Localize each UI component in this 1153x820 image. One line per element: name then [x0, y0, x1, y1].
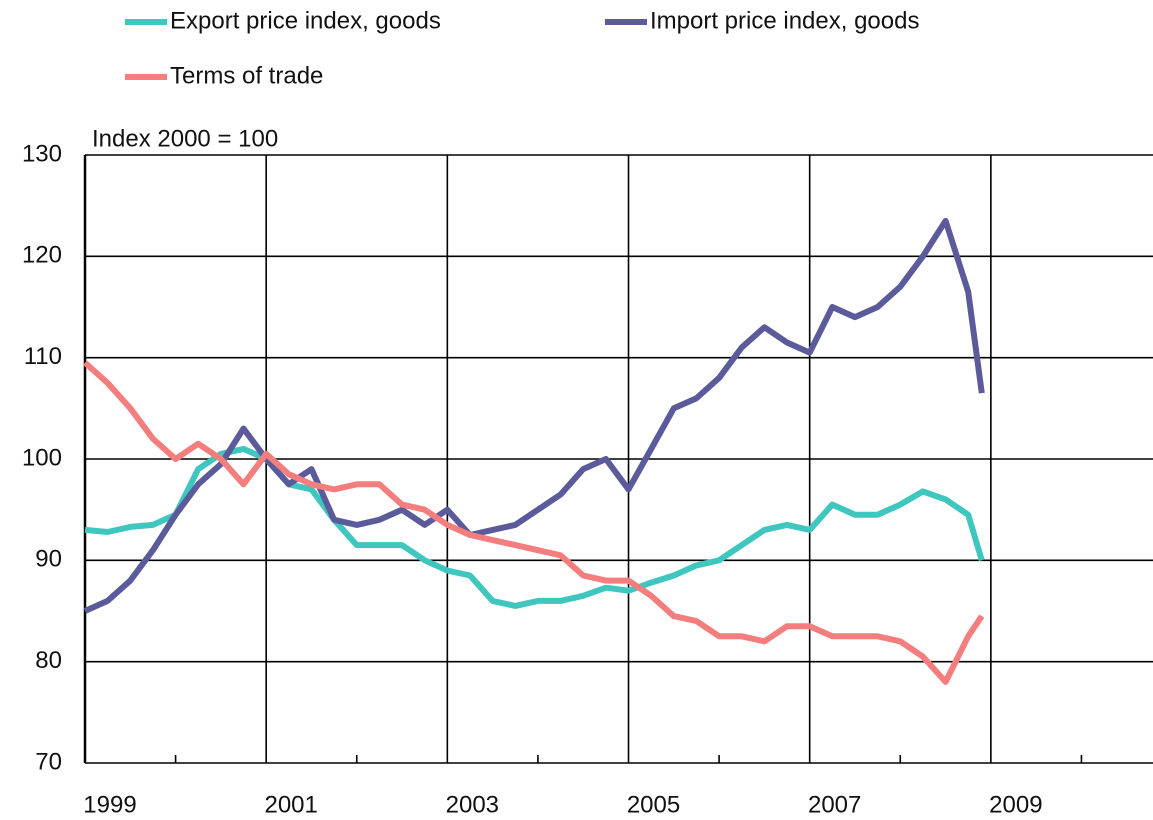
series-line [84, 445, 985, 609]
y-tick-label: 90 [35, 546, 62, 573]
x-tick-label: 1999 [83, 791, 136, 818]
y-tick-label: 80 [35, 647, 62, 674]
annotation: Index 2000 = 100 [92, 125, 278, 152]
x-tick-label: 2005 [627, 791, 680, 818]
x-tick-label: 2001 [264, 791, 317, 818]
y-tick-label: 100 [22, 444, 62, 471]
x-tick-label: 2009 [989, 791, 1042, 818]
legend-label: Terms of trade [170, 62, 323, 89]
x-tick-label: 2003 [446, 791, 499, 818]
series-line [82, 360, 985, 685]
y-tick-label: 120 [22, 242, 62, 269]
legend-label: Import price index, goods [650, 7, 919, 34]
legend-label: Export price index, goods [170, 7, 441, 34]
x-tick-label: 2007 [808, 791, 861, 818]
series-line [83, 217, 985, 614]
y-tick-label: 70 [35, 748, 62, 775]
y-tick-label: 110 [24, 343, 62, 370]
y-tick-label: 130 [22, 140, 62, 167]
